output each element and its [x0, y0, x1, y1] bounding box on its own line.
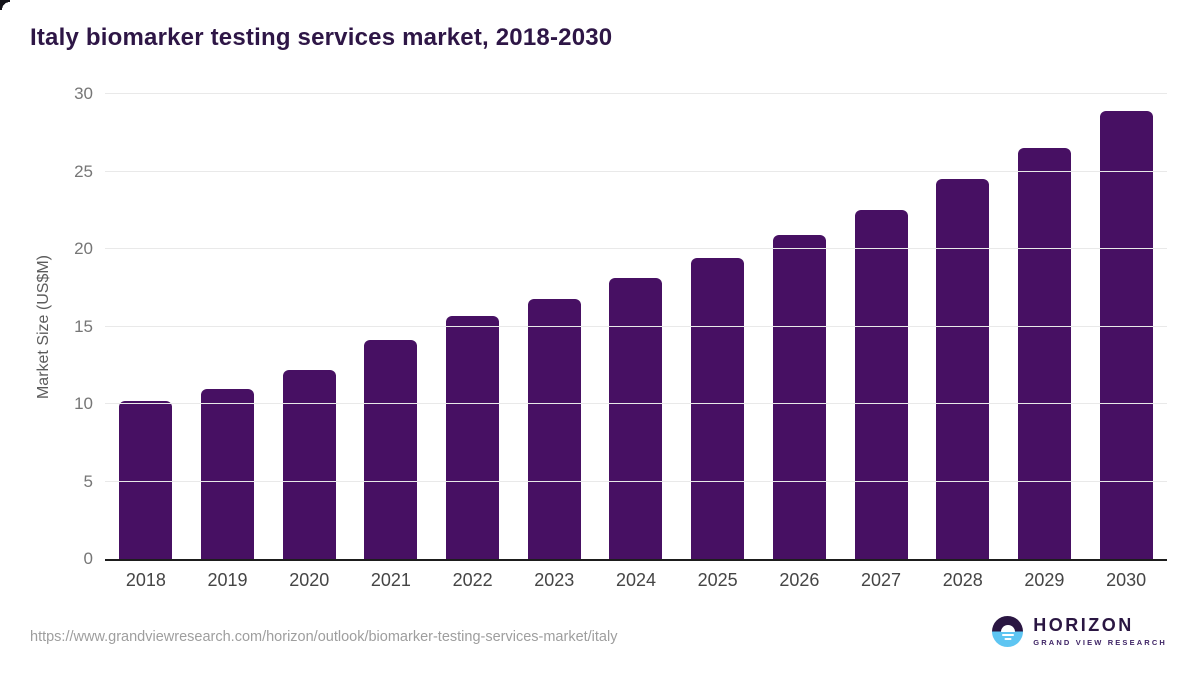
x-tick-label: 2021 — [370, 570, 411, 590]
bar-column: 2024 — [595, 94, 677, 590]
y-tick-label: 30 — [74, 84, 93, 103]
horizon-logo: HORIZON GRAND VIEW RESEARCH — [992, 616, 1167, 647]
gridline — [105, 403, 1167, 405]
y-tick-label: 5 — [83, 471, 93, 491]
bar-column: 2023 — [513, 94, 595, 590]
y-tick-label: 0 — [83, 549, 93, 568]
chart-title: Italy biomarker testing services market,… — [30, 24, 613, 51]
logo-subtitle: GRAND VIEW RESEARCH — [1033, 638, 1167, 647]
bar-2019 — [201, 388, 255, 559]
bar-column: 2025 — [677, 94, 759, 590]
bar-column: 2021 — [350, 94, 432, 590]
y-axis-ticks: 0 5 10 15 20 25 30 — [38, 85, 93, 568]
x-tick-label: 2029 — [1024, 570, 1065, 590]
screenshot-corner-artifact — [0, 0, 10, 10]
y-tick-label: 25 — [74, 161, 93, 181]
bar-column: 2029 — [1004, 94, 1086, 590]
bar-column: 2027 — [840, 94, 922, 590]
horizon-logo-text: HORIZON GRAND VIEW RESEARCH — [1033, 616, 1167, 647]
gridline — [105, 480, 1167, 482]
x-tick-label: 2022 — [452, 570, 493, 590]
x-tick-label: 2030 — [1106, 570, 1147, 590]
bar-column: 2018 — [105, 94, 187, 590]
bar-2021 — [364, 340, 418, 559]
bar-column: 2022 — [432, 94, 514, 590]
bar-2025 — [691, 258, 745, 559]
bar-2027 — [854, 210, 908, 559]
x-tick-label: 2025 — [697, 570, 738, 590]
horizon-line-glyph — [1001, 633, 1014, 636]
x-tick-label: 2018 — [125, 570, 166, 590]
x-tick-label: 2023 — [534, 570, 575, 590]
bar-2024 — [609, 278, 663, 559]
gridline — [105, 170, 1167, 172]
bar-column: 2020 — [268, 94, 350, 590]
x-tick-label: 2028 — [942, 570, 983, 590]
horizon-line-glyph — [1004, 637, 1012, 640]
gridline — [105, 248, 1167, 250]
x-tick-label: 2019 — [207, 570, 248, 590]
logo-name: HORIZON — [1033, 615, 1134, 635]
gridline — [105, 93, 1167, 94]
bar-2020 — [282, 369, 336, 559]
bar-2029 — [1017, 148, 1071, 559]
y-tick-label: 10 — [74, 394, 93, 414]
sun-glyph — [1000, 624, 1015, 632]
bar-column: 2019 — [187, 94, 269, 590]
bar-2023 — [527, 298, 581, 559]
bar-column: 2030 — [1085, 94, 1167, 590]
x-tick-label: 2024 — [615, 570, 656, 590]
bars: 2018 2019 2020 2021 2022 2023 2024 2025 2026 2027… — [105, 94, 1167, 590]
y-tick-label: 20 — [74, 239, 93, 259]
bar-2026 — [772, 235, 826, 559]
horizon-logo-icon — [992, 616, 1024, 647]
plot-area: 2018 2019 2020 2021 2022 2023 2024 2025 2026 2027… — [105, 93, 1167, 590]
x-tick-label: 2020 — [289, 570, 330, 590]
gridline — [105, 325, 1167, 327]
bar-column: 2028 — [922, 94, 1004, 590]
bar-2030 — [1099, 111, 1153, 559]
x-tick-label: 2026 — [779, 570, 820, 590]
x-tick-label: 2027 — [861, 570, 902, 590]
bar-2022 — [446, 315, 500, 559]
bar-2018 — [119, 400, 173, 559]
y-tick-label: 15 — [74, 316, 93, 336]
bar-column: 2026 — [759, 94, 841, 590]
bar-2028 — [936, 179, 990, 559]
source-url: https://www.grandviewresearch.com/horizo… — [30, 629, 618, 645]
